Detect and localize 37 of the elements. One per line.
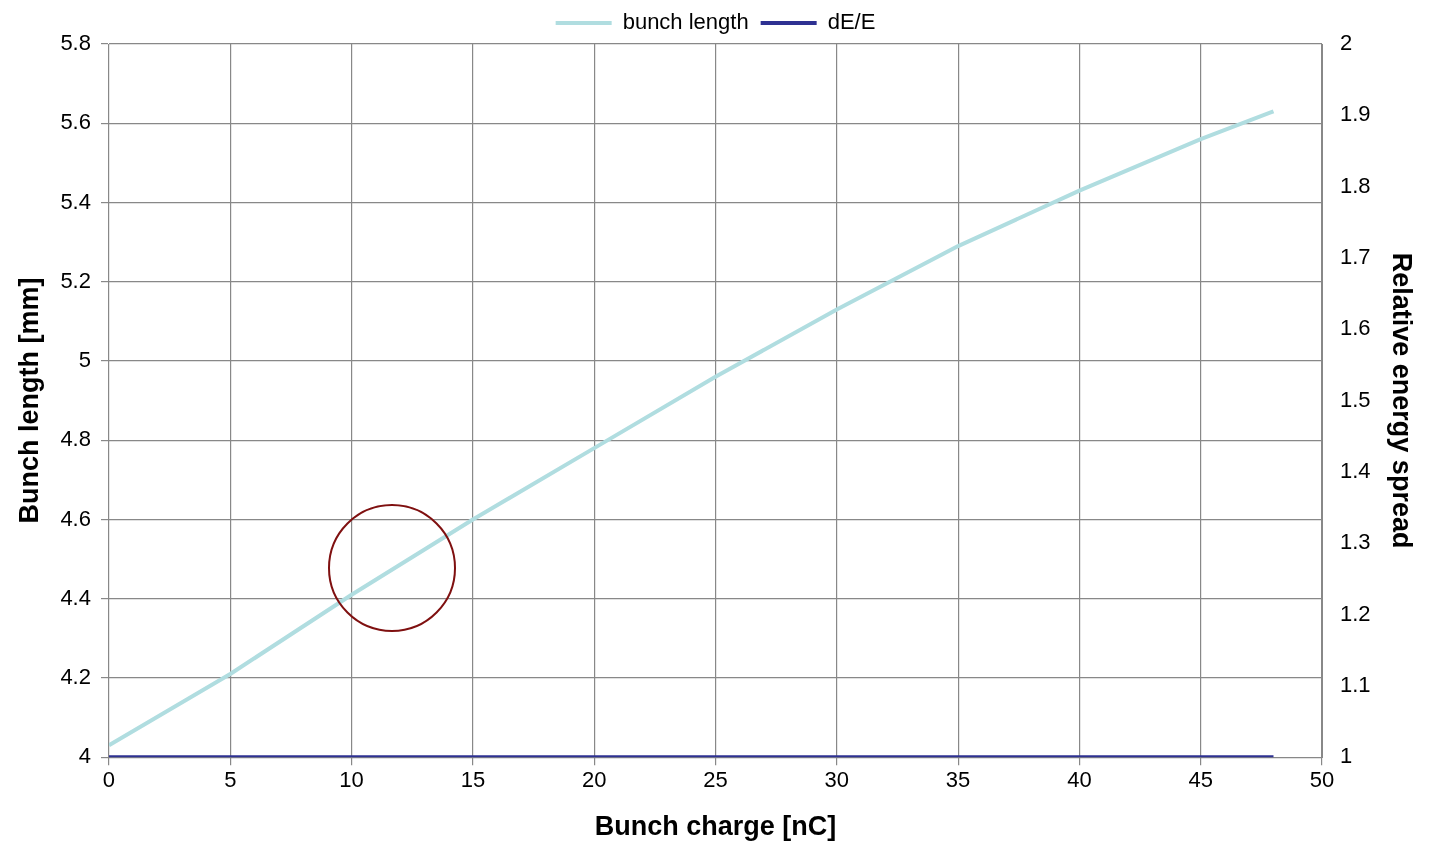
legend-label: dE/E — [827, 9, 876, 35]
y2-tick-label: 1.1 — [1340, 671, 1371, 697]
x-tick-label: 10 — [339, 767, 364, 793]
y2-tick-label: 1.2 — [1340, 600, 1371, 626]
y2-axis-title: Relative energy spread — [1387, 252, 1418, 549]
x-tick-label: 25 — [703, 767, 728, 793]
x-tick-label: 30 — [824, 767, 850, 793]
y-axis-title: Bunch length [mm] — [13, 277, 44, 524]
y2-tick-label: 1.7 — [1340, 244, 1371, 270]
y2-tick-label: 1.6 — [1340, 315, 1371, 341]
y-tick-label: 4 — [78, 743, 91, 769]
y2-tick-label: 1.3 — [1340, 529, 1371, 555]
y-tick-label: 5 — [78, 347, 91, 373]
y-tick-label: 5.8 — [60, 30, 91, 56]
x-tick-label: 50 — [1309, 767, 1335, 793]
y-tick-label: 5.4 — [60, 188, 91, 214]
y2-tick-label: 2 — [1340, 30, 1353, 56]
x-tick-label: 45 — [1188, 767, 1213, 793]
y-tick-label: 4.2 — [60, 664, 91, 690]
x-tick-label: 0 — [102, 767, 116, 793]
y2-tick-label: 1.9 — [1340, 101, 1371, 127]
x-tick-label: 40 — [1067, 767, 1092, 793]
legend-label: bunch length — [622, 9, 749, 35]
y2-tick-label: 1.5 — [1340, 386, 1371, 412]
y2-tick-label: 1 — [1340, 743, 1353, 769]
y2-tick-label: 1.4 — [1340, 457, 1371, 483]
y-tick-label: 4.8 — [60, 426, 91, 452]
x-tick-label: 15 — [460, 767, 486, 793]
x-tick-label: 20 — [581, 767, 607, 793]
x-tick-label: 35 — [945, 767, 971, 793]
y2-tick-label: 1.8 — [1340, 172, 1371, 198]
y-tick-label: 4.4 — [60, 584, 91, 610]
x-tick-label: 5 — [224, 767, 237, 793]
y-tick-label: 4.6 — [60, 505, 91, 531]
x-axis-title: Bunch charge [nC] — [594, 811, 837, 842]
y-tick-label: 5.2 — [60, 267, 91, 293]
y-tick-label: 5.6 — [60, 109, 91, 135]
